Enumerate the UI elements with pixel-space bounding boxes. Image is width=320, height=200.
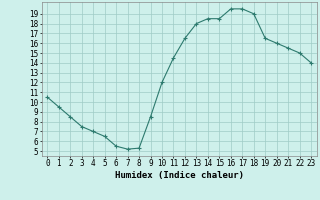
X-axis label: Humidex (Indice chaleur): Humidex (Indice chaleur): [115, 171, 244, 180]
